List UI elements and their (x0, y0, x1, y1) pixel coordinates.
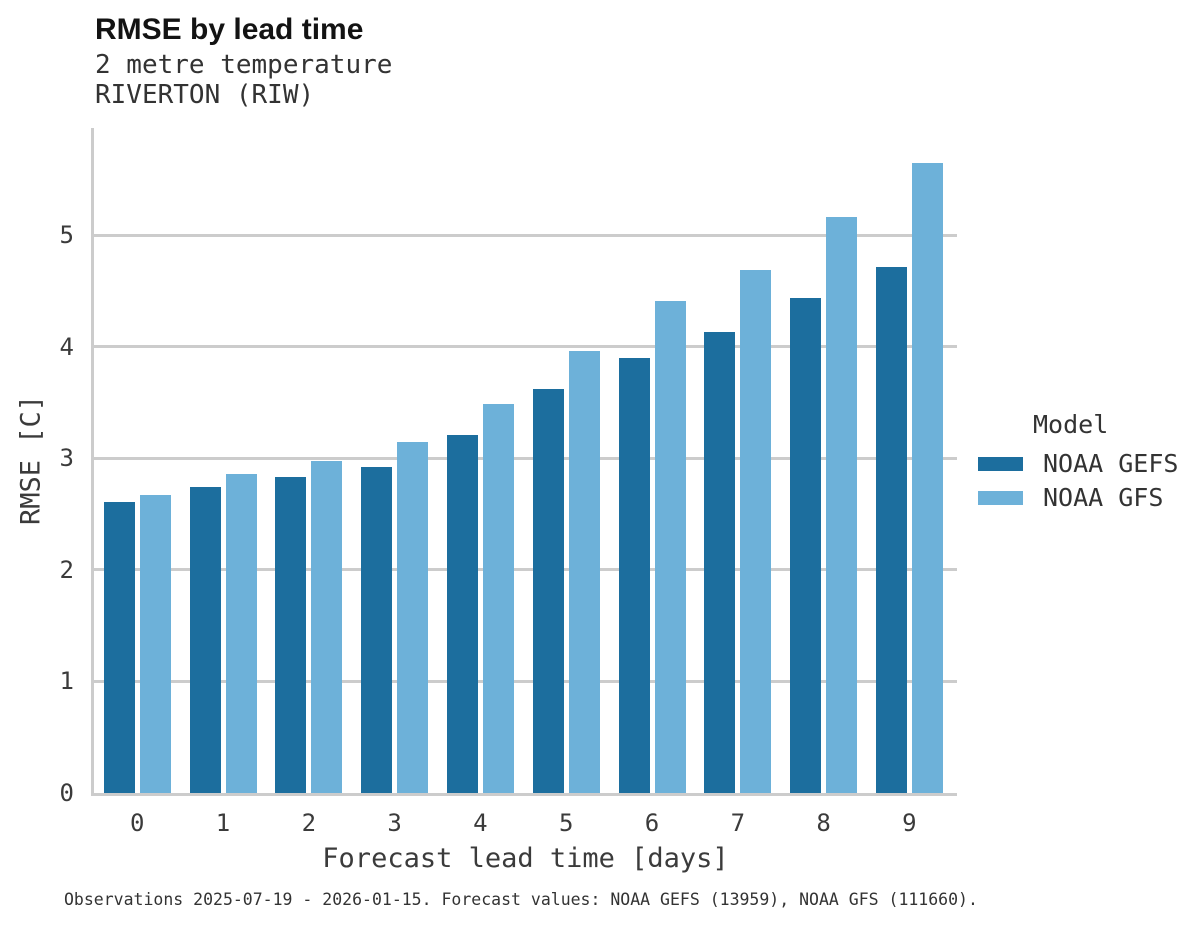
legend-label: NOAA GFS (1043, 483, 1164, 512)
bar-noaa-gfs-lead-1 (225, 473, 257, 793)
chart-title: RMSE by lead time (95, 13, 364, 46)
bar-noaa-gfs-lead-7 (740, 269, 772, 793)
legend-title: Model (1033, 410, 1109, 439)
bar-noaa-gefs-lead-8 (790, 297, 822, 793)
legend-items: NOAA GEFS NOAA GFS (978, 448, 1193, 514)
x-tick-label-2: 2 (301, 809, 317, 837)
gridline-y-2 (94, 568, 957, 572)
legend: Model NOAA GEFS NOAA GFS (978, 410, 1193, 516)
x-tick-label-3: 3 (387, 809, 402, 837)
x-axis-spine (91, 793, 957, 796)
bar-noaa-gefs-lead-3 (361, 467, 393, 793)
gridline-y-4 (94, 345, 957, 349)
bar-noaa-gfs-lead-3 (397, 441, 429, 793)
x-tick-label-7: 7 (730, 809, 746, 837)
y-tick-label-2: 2 (59, 555, 74, 584)
gridline-y-5 (94, 233, 957, 237)
chart-subtitle-variable: 2 metre temperature (95, 50, 393, 80)
bar-noaa-gfs-lead-4 (482, 403, 514, 793)
bar-noaa-gefs-lead-5 (532, 389, 564, 793)
x-tick-label-0: 0 (129, 809, 145, 837)
bar-noaa-gefs-lead-4 (446, 434, 478, 793)
legend-swatch (978, 491, 1023, 505)
y-tick-label-4: 4 (59, 332, 74, 361)
x-tick-label-6: 6 (644, 809, 660, 837)
bar-noaa-gfs-lead-6 (654, 300, 686, 793)
plot-area (91, 128, 957, 796)
legend-item-noaa-gefs: NOAA GEFS (978, 448, 1193, 480)
legend-item-noaa-gfs: NOAA GFS (978, 482, 1193, 514)
bar-noaa-gfs-lead-2 (311, 460, 343, 793)
y-tick-label-3: 3 (59, 444, 74, 473)
bar-noaa-gefs-lead-6 (618, 357, 650, 793)
bar-noaa-gefs-lead-0 (103, 501, 135, 793)
bar-noaa-gfs-lead-9 (911, 162, 943, 793)
y-axis-spine (91, 128, 94, 796)
caption: Observations 2025-07-19 - 2026-01-15. Fo… (64, 890, 978, 909)
y-tick-label-5: 5 (59, 221, 74, 250)
bar-noaa-gfs-lead-0 (139, 495, 171, 793)
bar-noaa-gefs-lead-1 (189, 487, 221, 793)
x-tick-label-8: 8 (816, 809, 831, 837)
gridline-y-1 (94, 679, 957, 683)
bar-noaa-gfs-lead-8 (826, 217, 858, 793)
bar-noaa-gefs-lead-2 (275, 477, 307, 793)
bar-noaa-gefs-lead-9 (875, 267, 907, 793)
x-tick-label-1: 1 (215, 809, 231, 837)
y-tick-label-1: 1 (59, 667, 74, 696)
x-axis-label: Forecast lead time [days] (322, 843, 729, 874)
x-tick-label-5: 5 (558, 809, 574, 837)
chart-subtitle-station: RIVERTON (RIW) (95, 80, 315, 110)
x-tick-label-9: 9 (902, 809, 917, 837)
bar-noaa-gfs-lead-5 (568, 351, 600, 793)
x-tick-label-4: 4 (473, 809, 488, 837)
y-axis-label: RMSE [C] (15, 394, 47, 526)
legend-swatch (978, 457, 1023, 471)
y-tick-label-0: 0 (59, 779, 74, 807)
bar-noaa-gefs-lead-7 (704, 332, 736, 793)
gridline-y-3 (94, 456, 957, 460)
legend-label: NOAA GEFS (1043, 449, 1179, 478)
